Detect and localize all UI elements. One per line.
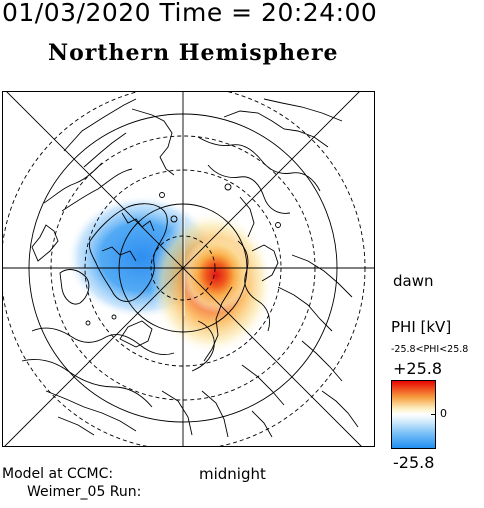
model-label: Model at CCMC: <box>2 466 114 482</box>
colorbar <box>391 380 436 449</box>
potential-pattern <box>67 186 274 355</box>
colorbar-fill <box>391 380 436 449</box>
colorbar-zero-label: 0 <box>440 407 447 420</box>
hemisphere-title: Northern Hemisphere <box>48 40 339 66</box>
colorbar-range: -25.8<PHI<25.8 <box>391 344 469 355</box>
polar-potential-map <box>2 91 375 447</box>
positive-potential-cell <box>182 237 250 313</box>
colorbar-title: PHI [kV] <box>391 318 452 336</box>
dawn-label: dawn <box>393 272 434 290</box>
colorbar-max-label: +25.8 <box>393 359 443 378</box>
coastlines <box>21 98 359 438</box>
midnight-label: midnight <box>199 465 266 483</box>
meridian-grid <box>2 91 375 447</box>
meridian-diagonal-2 <box>3 91 361 447</box>
run-label: Weimer_05 Run: <box>27 484 142 500</box>
datetime-title: 01/03/2020 Time = 20:24:00 <box>2 0 378 27</box>
colorbar-min-label: -25.8 <box>393 453 435 472</box>
meridian-diagonal-1 <box>5 91 363 447</box>
